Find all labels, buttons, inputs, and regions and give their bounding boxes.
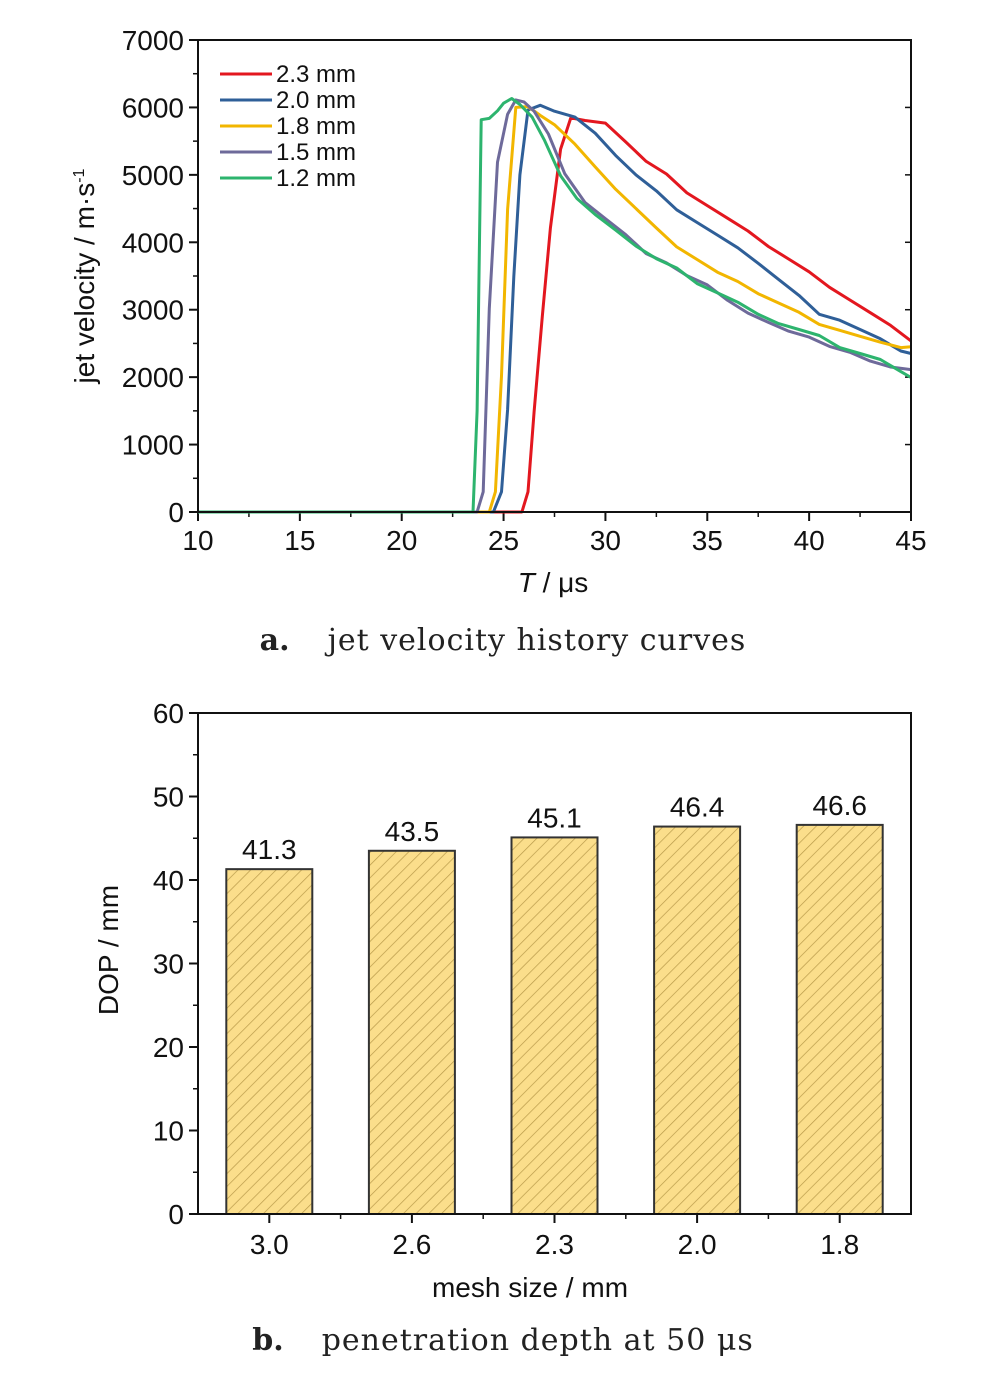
bar-data-label: 41.3 [242,834,297,865]
y-tick-label: 60 [153,698,184,729]
y-tick-label: 4000 [122,227,184,258]
bar-chart: 0 10 20 30 40 50 60 3.0 2.6 2.3 2.0 1.8 41.3 43.5 45.… [93,698,912,1358]
y-tick-label: 30 [153,949,184,980]
bar-data-label: 43.5 [385,816,440,847]
bar-chart-caption: b. penetration depth at 50 μs [252,1323,753,1358]
x-tick-label: 1.8 [820,1229,859,1260]
series-line-1-5-mm [198,98,912,514]
x-tick-label: 3.0 [250,1229,289,1260]
bar-1.8 [795,823,884,1215]
line-chart-series [198,97,912,514]
legend-label: 1.8 mm [276,113,356,140]
y-tick-label: 0 [168,1199,184,1230]
series-line-2-3-mm [198,116,912,514]
bar-2.3 [510,836,599,1215]
line-chart-caption-text: jet velocity history curves [325,623,747,658]
x-tick-label: 10 [182,525,213,556]
line-chart-xlabel-italic: T [518,567,537,598]
legend-label: 2.0 mm [276,87,356,114]
x-tick-label: 15 [284,525,315,556]
line-chart-panel-letter: a. [260,623,290,658]
legend-label: 1.2 mm [276,165,356,192]
line-chart-grid-ticks: 10 15 20 25 30 35 40 45 0 1000 2000 3000 4000 5000 600… [122,25,927,556]
line-chart-ylabel: jet velocity / m·s-1 [69,168,100,384]
y-tick-label: 6000 [122,92,184,123]
x-tick-label: 35 [692,525,723,556]
y-tick-label: 10 [153,1116,184,1147]
bar-chart-ticks: 0 10 20 30 40 50 60 3.0 2.6 2.3 2.0 1.8 [153,698,859,1260]
legend-label: 1.5 mm [276,139,356,166]
bar-chart-bars: 41.3 43.5 45.1 46.4 46.6 [225,790,884,1216]
x-tick-label: 20 [386,525,417,556]
series-line-2-0-mm [198,103,912,514]
x-tick-label: 45 [895,525,926,556]
line-chart-legend: 2.3 mm2.0 mm1.8 mm1.5 mm1.2 mm [220,61,356,192]
bar-data-label: 46.4 [670,792,725,823]
y-tick-label: 1000 [122,430,184,461]
y-tick-label: 20 [153,1032,184,1063]
line-chart-frame [197,39,912,513]
x-tick-label: 30 [590,525,621,556]
line-chart-xlabel-rest: / μs [535,567,588,598]
y-tick-label: 5000 [122,160,184,191]
line-chart-caption: a. jet velocity history curves [260,623,747,658]
line-chart-ylabel-sup: -1 [71,168,88,182]
bar-2.6 [367,849,456,1216]
series-line-1-8-mm [198,105,912,514]
y-tick-label: 7000 [122,25,184,56]
bar-data-label: 45.1 [527,802,582,833]
bar-data-label: 46.6 [812,790,867,821]
x-tick-label: 25 [488,525,519,556]
y-tick-label: 40 [153,865,184,896]
y-tick-label: 2000 [122,362,184,393]
legend-label: 2.3 mm [276,61,356,88]
x-tick-label: 2.3 [535,1229,574,1260]
x-tick-label: 40 [794,525,825,556]
line-chart: 10 15 20 25 30 35 40 45 0 1000 2000 3000 4000 5000 600… [69,25,927,658]
y-tick-label: 0 [168,497,184,528]
bar-chart-frame [197,712,912,1215]
bar-chart-panel-letter: b. [252,1323,283,1358]
x-tick-label: 2.6 [392,1229,431,1260]
y-tick-label: 50 [153,782,184,813]
bar-3.0 [225,868,314,1216]
bar-2.0 [653,825,742,1215]
y-tick-label: 3000 [122,295,184,326]
bar-chart-caption-text: penetration depth at 50 μs [322,1323,754,1358]
x-tick-label: 2.0 [678,1229,717,1260]
series-line-1-2-mm [198,97,912,514]
bar-chart-ylabel: DOP / mm [93,885,124,1015]
bar-chart-xlabel: mesh size / mm [432,1272,628,1303]
line-chart-xlabel: T / μs [518,567,589,598]
